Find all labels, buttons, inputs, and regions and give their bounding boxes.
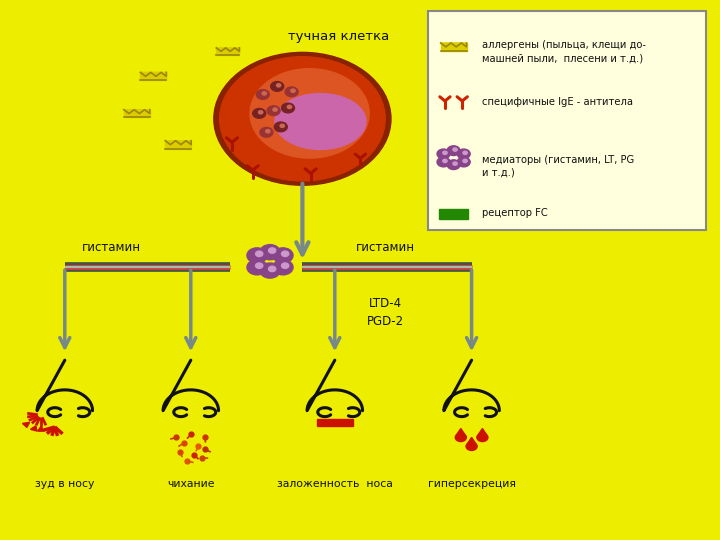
Text: заложенность  носа: заложенность носа <box>277 479 392 489</box>
Circle shape <box>256 263 263 268</box>
Circle shape <box>260 263 280 278</box>
Bar <box>439 209 468 219</box>
Circle shape <box>269 266 276 272</box>
Polygon shape <box>22 422 30 427</box>
Polygon shape <box>30 426 37 431</box>
Polygon shape <box>37 427 45 431</box>
FancyBboxPatch shape <box>441 43 467 51</box>
Circle shape <box>262 92 266 95</box>
Circle shape <box>256 90 269 99</box>
Text: зуд в носу: зуд в носу <box>35 479 94 489</box>
Circle shape <box>457 149 470 159</box>
Circle shape <box>271 82 284 91</box>
Circle shape <box>220 57 385 181</box>
Circle shape <box>282 263 289 268</box>
Text: медиаторы (гистамин, LT, PG
и т.д.): медиаторы (гистамин, LT, PG и т.д.) <box>482 155 634 178</box>
Polygon shape <box>124 110 150 113</box>
Circle shape <box>443 151 447 154</box>
Circle shape <box>273 248 293 263</box>
FancyBboxPatch shape <box>165 141 191 148</box>
Polygon shape <box>441 43 467 47</box>
Circle shape <box>250 69 369 158</box>
Circle shape <box>287 105 292 109</box>
Circle shape <box>256 251 263 256</box>
Polygon shape <box>457 429 465 434</box>
Circle shape <box>463 151 467 154</box>
Text: чихание: чихание <box>167 479 215 489</box>
Circle shape <box>453 148 457 151</box>
Circle shape <box>273 108 277 111</box>
FancyBboxPatch shape <box>140 72 166 80</box>
Circle shape <box>267 106 280 116</box>
Polygon shape <box>165 141 191 145</box>
Circle shape <box>291 89 295 92</box>
Text: LTD-4
PGD-2: LTD-4 PGD-2 <box>366 297 404 328</box>
Circle shape <box>466 442 477 450</box>
Circle shape <box>437 157 450 167</box>
Circle shape <box>477 433 488 442</box>
Polygon shape <box>479 429 487 434</box>
Circle shape <box>463 159 467 163</box>
Circle shape <box>455 433 467 442</box>
Circle shape <box>247 248 267 263</box>
Circle shape <box>447 160 460 170</box>
Circle shape <box>253 109 266 118</box>
Text: рецептор FC: рецептор FC <box>482 208 548 218</box>
Circle shape <box>453 162 457 165</box>
Text: гистамин: гистамин <box>356 241 415 254</box>
Polygon shape <box>140 72 166 76</box>
Circle shape <box>280 124 284 127</box>
Circle shape <box>282 103 294 113</box>
FancyBboxPatch shape <box>216 48 239 55</box>
Bar <box>317 419 353 426</box>
Circle shape <box>276 84 281 87</box>
Circle shape <box>443 159 447 163</box>
Circle shape <box>447 146 460 156</box>
Circle shape <box>282 251 289 256</box>
Circle shape <box>273 260 293 275</box>
Circle shape <box>437 149 450 159</box>
Text: гиперсекреция: гиперсекреция <box>428 479 516 489</box>
Circle shape <box>260 127 273 137</box>
FancyBboxPatch shape <box>428 11 706 230</box>
Text: тучная клетка: тучная клетка <box>288 30 389 43</box>
Circle shape <box>258 111 263 114</box>
Circle shape <box>269 248 276 253</box>
Circle shape <box>260 245 280 260</box>
Text: гистамин: гистамин <box>82 241 141 254</box>
Ellipse shape <box>275 93 366 150</box>
Polygon shape <box>216 48 239 51</box>
Polygon shape <box>468 437 475 443</box>
Circle shape <box>274 122 287 132</box>
Text: аллергены (пыльца, клещи до-
машней пыли,  плесени и т.д.): аллергены (пыльца, клещи до- машней пыли… <box>482 40 647 63</box>
Text: специфичные IgE - антитела: специфичные IgE - антитела <box>482 97 634 106</box>
Circle shape <box>457 157 470 167</box>
Circle shape <box>266 130 270 133</box>
Circle shape <box>247 260 267 275</box>
Circle shape <box>214 52 391 185</box>
Circle shape <box>285 87 298 97</box>
FancyBboxPatch shape <box>124 110 150 117</box>
